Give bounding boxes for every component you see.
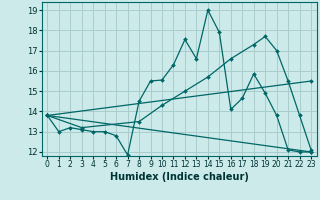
X-axis label: Humidex (Indice chaleur): Humidex (Indice chaleur): [110, 172, 249, 182]
